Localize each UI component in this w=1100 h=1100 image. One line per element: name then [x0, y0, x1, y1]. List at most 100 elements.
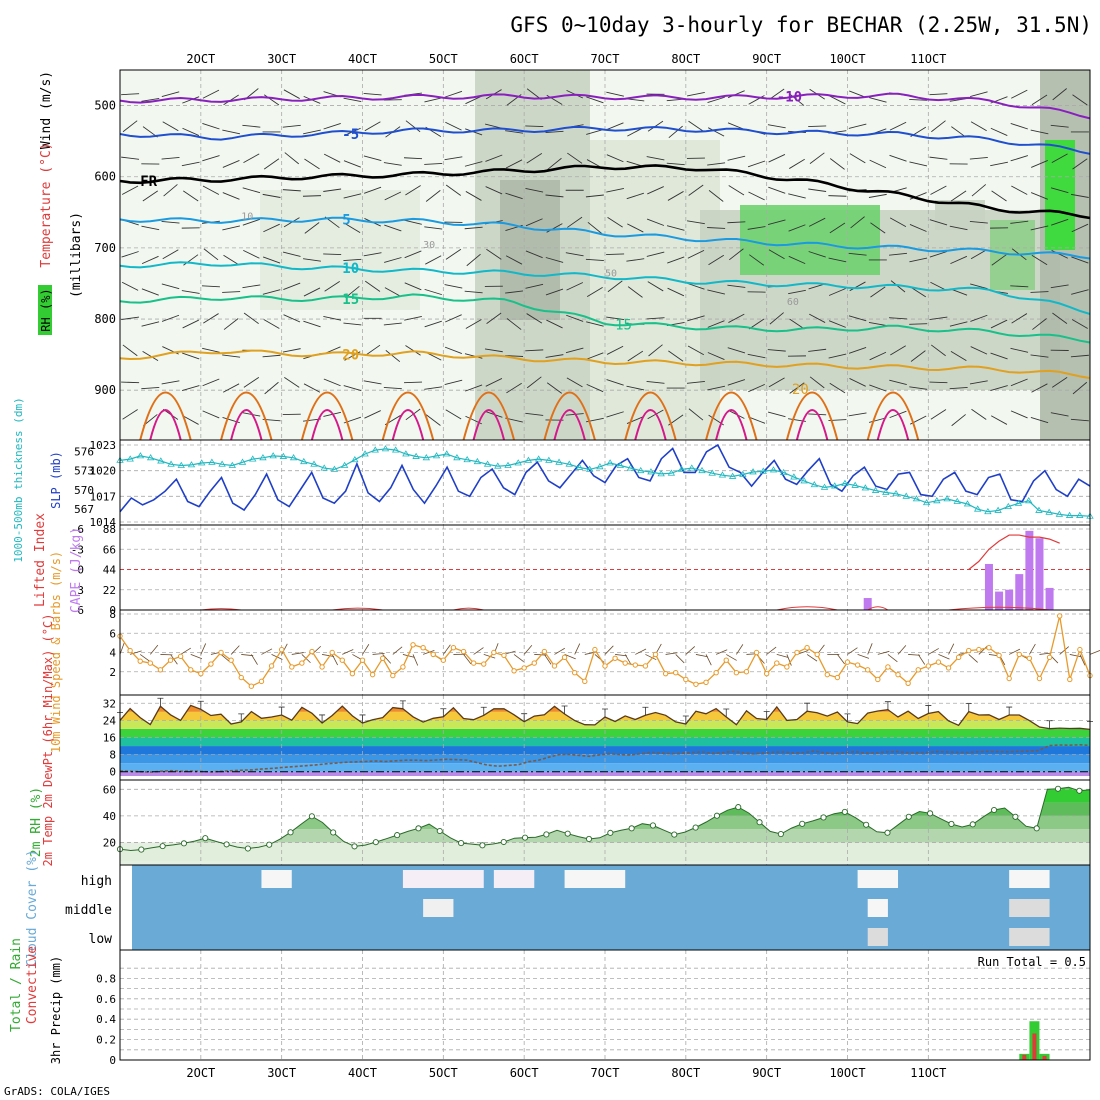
- wind-barb: [685, 646, 696, 655]
- rh-point: [372, 839, 379, 846]
- wind-barb: [646, 218, 665, 226]
- wind-barb: [809, 376, 825, 389]
- wind-barb: [223, 254, 240, 266]
- wind-barb: [788, 289, 806, 295]
- wind-barb: [768, 377, 785, 388]
- wind-barb: [190, 654, 203, 660]
- wind-barb: [424, 97, 443, 103]
- wind-barb: [547, 157, 562, 170]
- rh-axis-label: 2m RH (%): [29, 787, 44, 857]
- precip-tick-label: 0.6: [96, 993, 116, 1006]
- thickness-marker: [1065, 511, 1074, 518]
- rh-point: [820, 814, 827, 821]
- wind-barb: [444, 379, 463, 385]
- wind-barb: [425, 255, 442, 265]
- wind-speed-point: [865, 667, 871, 673]
- wind-barb: [303, 258, 321, 262]
- wind-axis-label: 10m Wind Speed & Barbs (m/s): [49, 551, 63, 753]
- wind-barb: [990, 385, 1008, 391]
- wind-speed-point: [127, 647, 133, 654]
- wind-barb: [910, 286, 927, 298]
- wind-speed-point: [662, 670, 669, 677]
- wind-barb: [506, 382, 522, 394]
- thickness-marker: [647, 468, 655, 475]
- rh-point: [479, 842, 486, 849]
- lifted-index-line: [453, 607, 484, 611]
- wind-axis-label: Wind (m/s): [39, 71, 54, 149]
- cape-tick-label: 22: [103, 584, 116, 597]
- temp-minmax-bar: [602, 708, 608, 717]
- wind-barb: [869, 351, 887, 361]
- wind-barb: [121, 185, 139, 195]
- wind-barb: [627, 350, 644, 362]
- wind-barb: [627, 223, 644, 233]
- wind-speed-point: [602, 663, 608, 669]
- wind-barb: [688, 408, 704, 421]
- thickness-marker: [1014, 499, 1023, 506]
- wind-tick-label: 6: [109, 627, 116, 640]
- wind-barb: [970, 314, 988, 322]
- temp-minmax-bar: [278, 706, 285, 716]
- wind-barb: [687, 282, 705, 290]
- wind-barb: [545, 130, 564, 133]
- thickness-marker: [238, 458, 247, 465]
- wind-barb: [465, 384, 483, 392]
- wind-barb: [1052, 88, 1067, 101]
- thickness-marker: [902, 492, 910, 499]
- wind-barb: [991, 254, 1007, 266]
- wind-barb: [606, 345, 624, 355]
- wind-barb: [261, 648, 273, 655]
- wind-speed-point: [733, 670, 740, 676]
- rh-shading: [740, 205, 880, 275]
- wind-barb: [343, 258, 362, 262]
- wind-speed-point: [481, 661, 487, 667]
- wind-speed-point: [551, 663, 558, 669]
- wind-barb: [222, 129, 241, 135]
- thickness-marker: [677, 465, 686, 472]
- wind-barb: [808, 348, 827, 352]
- wind-speed-point: [541, 648, 548, 655]
- wind-barb: [364, 344, 381, 356]
- cape-bar: [1015, 574, 1024, 610]
- wind-barb: [181, 385, 200, 391]
- wind-barb: [1079, 654, 1086, 666]
- time-label-top: 4OCT: [348, 52, 377, 66]
- wind-barb: [323, 253, 342, 256]
- wind-barb: [748, 191, 765, 201]
- wind-barb: [949, 321, 968, 327]
- time-axes: 2OCT 2OCT 3OCT 3OCT 4OCT 4OCT 5OCT 5OCT 6OCT 6OCT…: [186, 52, 946, 1080]
- wind-barb: [1029, 643, 1036, 655]
- thickness-marker: [1045, 508, 1053, 515]
- wind-barb: [715, 649, 728, 655]
- wind-barb: [405, 120, 421, 133]
- wind-barb: [828, 320, 846, 328]
- rh-contour-label: 50: [605, 268, 617, 279]
- wind-barb: [889, 317, 908, 320]
- wind-barb: [607, 280, 623, 293]
- wind-barb: [402, 654, 415, 658]
- wind-barb: [1071, 223, 1089, 233]
- thickness-marker: [820, 483, 829, 490]
- thickness-marker: [984, 507, 992, 515]
- cloud-level-label: middle: [65, 903, 112, 918]
- thickness-marker: [340, 461, 349, 468]
- wind-barb: [1070, 418, 1089, 422]
- wind-speed-point: [198, 670, 204, 677]
- wind-barb: [695, 654, 708, 658]
- wind-barb: [546, 223, 563, 233]
- wind-speed-point: [945, 665, 952, 671]
- wind-barb: [688, 184, 704, 196]
- wind-barb: [363, 186, 382, 194]
- wind-speed-point: [450, 644, 457, 651]
- wind-barb: [829, 222, 846, 234]
- wind-barb: [929, 93, 948, 96]
- wind-barb: [222, 225, 241, 231]
- time-label-bottom: 7OCT: [591, 1066, 620, 1080]
- wind-speed-point: [561, 654, 568, 661]
- precip-tick-label: 0.8: [96, 972, 116, 985]
- wind-barb: [465, 95, 482, 105]
- wind-barb: [242, 218, 261, 226]
- wind-barb: [422, 649, 435, 655]
- wind-barb: [828, 195, 847, 197]
- cloud-cell: [564, 870, 626, 888]
